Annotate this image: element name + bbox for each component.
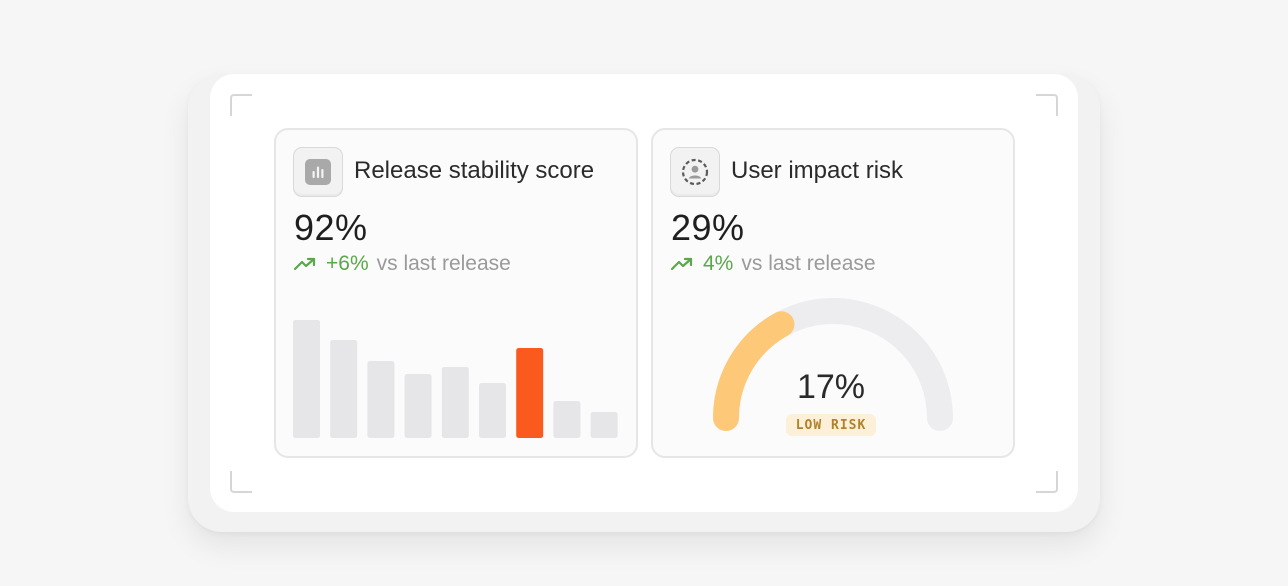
user-circle-icon — [670, 147, 720, 197]
chart-bar — [441, 367, 469, 438]
card-title: Release stability score — [354, 157, 595, 184]
trend-row: +6% vs last release — [294, 251, 511, 277]
trend-row: 4% vs last release — [671, 251, 876, 277]
card-title: User impact risk — [731, 157, 904, 184]
stability-score-value: 92% — [294, 207, 368, 248]
chart-bar-current — [516, 348, 544, 438]
delta-value: +6% — [326, 252, 369, 275]
trend-up-icon — [294, 257, 316, 271]
chart-bar — [367, 361, 395, 438]
gauge-fill — [713, 311, 795, 431]
corner-bracket-top-left — [230, 94, 252, 116]
chart-bar — [293, 320, 320, 438]
delta-suffix: vs last release — [376, 252, 511, 275]
chart-bar — [590, 412, 618, 438]
chart-bar — [404, 374, 432, 438]
user-impact-card[interactable]: User impact risk 29% 4% vs last release … — [651, 128, 1015, 458]
chart-bar — [479, 383, 506, 438]
corner-bracket-bottom-left — [230, 471, 252, 493]
chart-bar — [553, 401, 581, 438]
risk-badge: LOW RISK — [786, 414, 876, 436]
delta-suffix: vs last release — [741, 252, 876, 275]
trend-up-icon — [671, 257, 693, 271]
release-stability-card[interactable]: Release stability score 92% +6% vs last … — [274, 128, 638, 458]
delta-value: 4% — [703, 252, 734, 275]
chart-bar — [330, 340, 358, 438]
bar-chart-icon — [293, 147, 343, 197]
risk-gauge — [713, 298, 953, 431]
gauge-value: 17% — [796, 368, 866, 406]
stability-bar-chart — [293, 320, 618, 438]
corner-bracket-top-right — [1036, 94, 1058, 116]
impact-risk-value: 29% — [671, 207, 745, 248]
corner-bracket-bottom-right — [1036, 471, 1058, 493]
